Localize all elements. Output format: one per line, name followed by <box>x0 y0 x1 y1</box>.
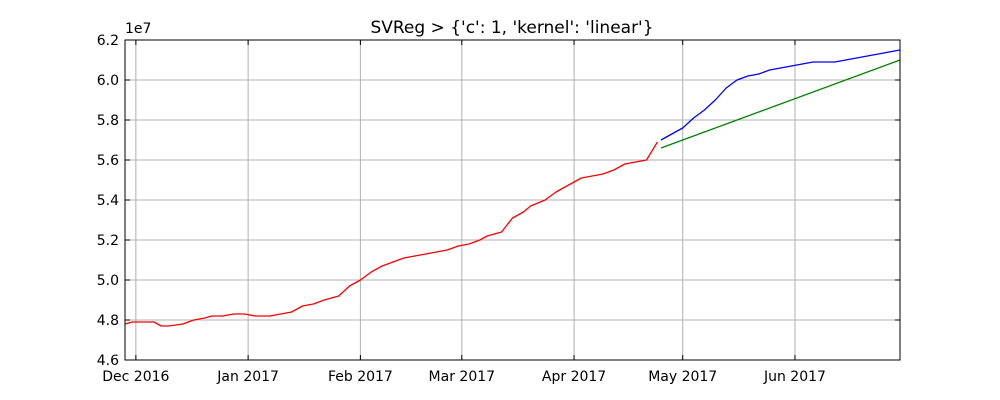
series-line-2 <box>660 59 901 149</box>
x-tick-label: Jan 2017 <box>216 369 279 385</box>
y-tick-label: 6.2 <box>97 33 119 49</box>
y-offset-label: 1e7 <box>125 21 151 37</box>
y-tick-label: 5.4 <box>97 193 119 209</box>
chart-title: SVReg > {'c': 1, 'kernel': 'linear'} <box>370 18 653 38</box>
x-tick-label: Feb 2017 <box>328 369 393 385</box>
y-tick-label: 6.0 <box>97 73 119 89</box>
y-tick-label: 4.8 <box>97 313 119 329</box>
x-tick-label: Mar 2017 <box>429 369 496 385</box>
x-tick-label: Apr 2017 <box>542 369 606 385</box>
y-tick-label: 5.2 <box>97 233 119 249</box>
y-tick-label: 5.0 <box>97 273 119 289</box>
x-tick-label: Jun 2017 <box>763 369 826 385</box>
series-lines <box>124 49 901 327</box>
axis-ticks: Dec 2016 Jan 2017 Feb 2017 Mar 2017 Apr 2017… <box>97 33 900 385</box>
series-line-0 <box>124 141 658 327</box>
x-tick-label: May 2017 <box>648 369 717 385</box>
y-tick-label: 4.6 <box>97 353 119 369</box>
grid-lines <box>125 39 900 361</box>
series-line-1 <box>660 49 901 141</box>
x-tick-label: Dec 2016 <box>102 369 169 385</box>
y-tick-label: 5.6 <box>97 153 119 169</box>
y-tick-label: 5.8 <box>97 113 119 129</box>
